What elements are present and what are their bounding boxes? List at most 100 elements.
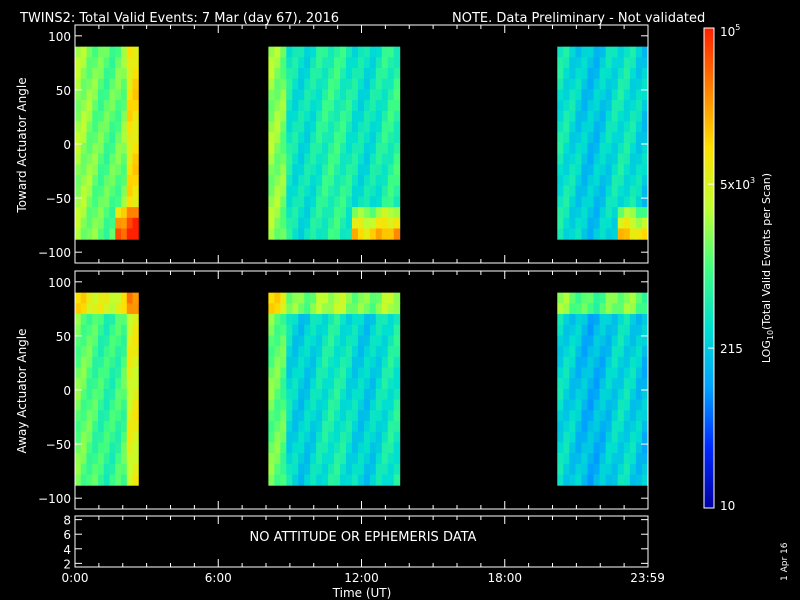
heatmap-cell: [115, 410, 122, 422]
heatmap-cell: [387, 89, 395, 101]
heatmap-cell: [369, 431, 377, 443]
heatmap-cell: [310, 164, 317, 176]
heatmap-cell: [375, 132, 383, 144]
heatmap-cell: [387, 378, 395, 390]
heatmap-cell: [611, 335, 619, 347]
heatmap-cell: [345, 164, 353, 176]
heatmap-cell: [80, 453, 88, 465]
heatmap-cell: [375, 421, 383, 433]
heatmap-cell: [80, 356, 88, 369]
heatmap-cell: [126, 78, 134, 90]
heatmap-cell: [334, 217, 341, 230]
heatmap-cell: [80, 196, 88, 208]
heatmap-cell: [304, 367, 311, 379]
heatmap-cell: [292, 68, 299, 80]
heatmap-cell: [593, 46, 601, 58]
heatmap-cell: [304, 217, 311, 230]
y-tick-label: 0: [63, 384, 71, 398]
heatmap-cell: [98, 100, 105, 112]
heatmap-cell: [316, 324, 323, 336]
heatmap-cell: [581, 292, 589, 304]
heatmap-segment: [75, 46, 139, 240]
heatmap-cell: [599, 378, 607, 390]
heatmap-cell: [268, 78, 275, 90]
heatmap-cell: [109, 453, 116, 465]
heatmap-cell: [381, 217, 389, 230]
heatmap-cell: [75, 367, 82, 379]
heatmap-cell: [569, 132, 576, 144]
heatmap-cell: [132, 153, 139, 165]
heatmap-cell: [280, 207, 287, 219]
heatmap-cell: [274, 474, 281, 486]
heatmap-cell: [381, 453, 389, 465]
heatmap-cell: [581, 153, 589, 165]
heatmap-cell: [310, 346, 317, 358]
heatmap-cell: [334, 399, 341, 411]
heatmap-cell: [92, 388, 99, 401]
heatmap-cell: [286, 324, 293, 336]
heatmap-cell: [340, 410, 347, 422]
heatmap-cell: [340, 314, 347, 326]
heatmap-cell: [292, 57, 299, 69]
heatmap-cell: [126, 378, 134, 390]
heatmap-cell: [581, 346, 589, 358]
heatmap-cell: [617, 175, 625, 187]
heatmap-cell: [641, 474, 649, 486]
heatmap-cell: [334, 57, 341, 69]
heatmap-cell: [115, 207, 122, 219]
heatmap-cell: [357, 442, 365, 454]
heatmap-cell: [629, 175, 637, 187]
heatmap-cell: [98, 356, 105, 369]
heatmap-cell: [563, 228, 570, 240]
heatmap-cell: [98, 132, 105, 144]
heatmap-cell: [611, 217, 619, 230]
heatmap-cell: [617, 228, 625, 240]
heatmap-cell: [375, 442, 383, 454]
heatmap-cell: [375, 185, 383, 197]
heatmap-cell: [316, 346, 323, 358]
heatmap-cell: [363, 207, 371, 219]
heatmap-cell: [92, 463, 99, 476]
heatmap-cell: [340, 142, 347, 155]
heatmap-cell: [363, 356, 371, 369]
heatmap-cell: [569, 142, 576, 155]
heatmap-cell: [115, 356, 122, 369]
heatmap-cell: [334, 378, 341, 390]
time-axis: 0:00 6:00 12:00 18:00 23:59: [62, 571, 665, 585]
heatmap-cell: [375, 388, 383, 401]
heatmap-cell: [569, 367, 576, 379]
heatmap-cell: [340, 303, 347, 315]
heatmap-cell: [80, 68, 88, 80]
heatmap-cell: [605, 474, 613, 486]
heatmap-cell: [328, 356, 335, 369]
heatmap-cell: [351, 314, 359, 326]
heatmap-cell: [80, 46, 88, 58]
heatmap-cell: [369, 378, 377, 390]
heatmap-cell: [381, 78, 389, 90]
heatmap-cell: [387, 410, 395, 422]
heatmap-cell: [563, 292, 570, 304]
heatmap-cell: [292, 367, 299, 379]
heatmap-cell: [298, 410, 305, 422]
heatmap-cell: [611, 185, 619, 197]
heatmap-cell: [274, 78, 281, 90]
heatmap-cell: [635, 89, 643, 101]
heatmap-cell: [575, 431, 582, 443]
heatmap-cell: [381, 474, 389, 486]
heatmap-cell: [132, 453, 139, 465]
heatmap-cell: [98, 217, 105, 230]
heatmap-cell: [322, 399, 329, 411]
heatmap-cell: [611, 46, 619, 58]
heatmap-cell: [121, 356, 128, 369]
heatmap-cell: [351, 196, 359, 208]
heatmap-cell: [617, 463, 625, 476]
heatmap-cell: [575, 292, 582, 304]
heatmap-cell: [121, 335, 128, 347]
heatmap-cell: [363, 474, 371, 486]
heatmap-cell: [274, 314, 281, 326]
heatmap-cell: [599, 132, 607, 144]
heatmap-cell: [109, 367, 116, 379]
heatmap-cell: [381, 142, 389, 155]
heatmap-cell: [617, 453, 625, 465]
heatmap-cell: [369, 314, 377, 326]
